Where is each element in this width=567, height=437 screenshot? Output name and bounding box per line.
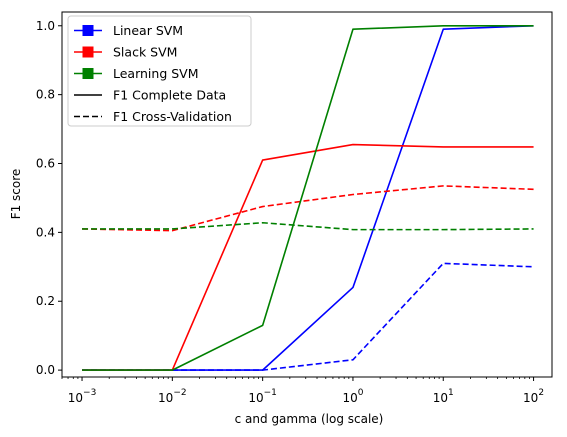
x-tick-base: 10 [248, 391, 263, 405]
x-tick-exponent: −3 [83, 388, 96, 398]
x-tick-label: 100 [342, 388, 363, 405]
legend-marker-slack-svm [83, 47, 94, 58]
y-axis-label: F1 score [9, 169, 23, 220]
x-tick-label: 10−1 [248, 388, 277, 405]
x-axis: 10−3 10−2 10−1 100 101 102 [62, 377, 544, 405]
x-tick-exponent: −2 [173, 388, 186, 398]
legend: Linear SVM Slack SVM Learning SVM F1 Comple… [68, 16, 251, 126]
x-axis-label: c and gamma (log scale) [235, 412, 384, 426]
x-tick-base: 10 [158, 391, 173, 405]
y-tick-label: 0.2 [36, 294, 55, 308]
legend-label-f1-complete-data: F1 Complete Data [113, 88, 226, 103]
legend-label-slack-svm: Slack SVM [113, 45, 177, 60]
x-tick-label: 10−3 [68, 388, 97, 405]
series-line-learning-svm-cv [82, 223, 534, 230]
y-tick-label: 1.0 [36, 19, 55, 33]
legend-label-f1-cross-validation: F1 Cross-Validation [113, 109, 232, 124]
legend-marker-learning-svm [83, 68, 94, 79]
x-tick-label: 102 [523, 388, 544, 405]
y-axis: 0.0 0.2 0.4 0.6 0.8 1.0 [36, 19, 62, 377]
x-tick-base: 10 [433, 391, 448, 405]
x-tick-exponent: −1 [264, 388, 277, 398]
x-tick-exponent: 1 [448, 388, 454, 398]
x-tick-label: 10−2 [158, 388, 187, 405]
legend-marker-linear-svm [83, 25, 94, 36]
x-tick-exponent: 2 [538, 388, 544, 398]
y-tick-label: 0.0 [36, 363, 55, 377]
x-tick-base: 10 [523, 391, 538, 405]
x-tick-base: 10 [68, 391, 83, 405]
legend-label-learning-svm: Learning SVM [113, 66, 199, 81]
y-tick-label: 0.8 [36, 88, 55, 102]
x-tick-label: 101 [433, 388, 454, 405]
x-tick-base: 10 [342, 391, 357, 405]
y-tick-label: 0.6 [36, 157, 55, 171]
legend-label-linear-svm: Linear SVM [113, 23, 183, 38]
series-line-linear-svm-cv [82, 263, 534, 370]
x-tick-exponent: 0 [358, 388, 364, 398]
y-tick-label: 0.4 [36, 225, 55, 239]
series-line-slack-svm-cv [82, 186, 534, 231]
